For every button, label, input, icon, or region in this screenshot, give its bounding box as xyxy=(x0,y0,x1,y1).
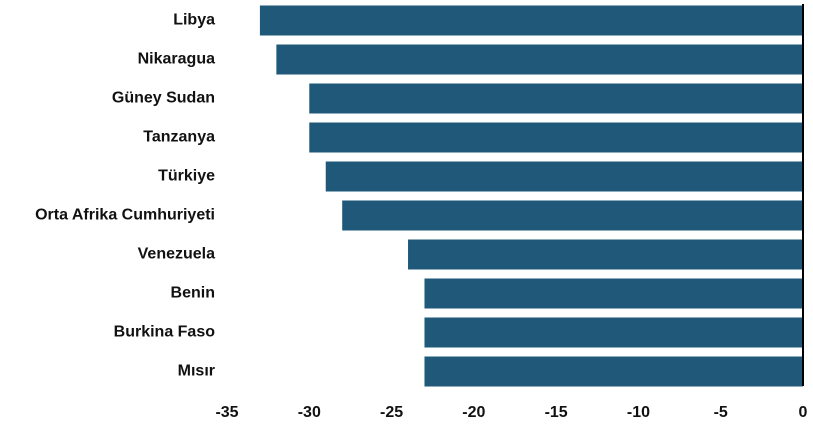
bar xyxy=(276,44,803,75)
x-tick-label: -10 xyxy=(627,404,650,421)
y-tick-label: Mısır xyxy=(178,363,215,380)
y-tick-label: Burkina Faso xyxy=(114,324,216,341)
y-tick-label: Güney Sudan xyxy=(112,90,215,107)
bar xyxy=(424,317,803,348)
y-tick-label: Libya xyxy=(173,12,215,29)
x-tick-label: -5 xyxy=(714,404,728,421)
x-tick-label: -15 xyxy=(545,404,568,421)
x-tick-label: -35 xyxy=(215,404,238,421)
bar xyxy=(309,122,803,153)
y-tick-label: Venezuela xyxy=(138,246,215,263)
y-tick-label: Türkiye xyxy=(158,168,215,185)
bar xyxy=(424,278,803,309)
bar xyxy=(259,5,803,36)
x-tick-label: 0 xyxy=(799,404,808,421)
bar xyxy=(325,161,803,192)
y-tick-label: Nikaragua xyxy=(138,51,215,68)
y-tick-label: Orta Afrika Cumhuriyeti xyxy=(35,207,215,224)
bar xyxy=(424,356,803,387)
x-tick-label: -30 xyxy=(298,404,321,421)
y-tick-label: Benin xyxy=(171,285,215,302)
bar xyxy=(342,200,803,231)
x-tick-label: -20 xyxy=(462,404,485,421)
bar xyxy=(408,239,803,270)
bar xyxy=(309,83,803,114)
y-tick-label: Tanzanya xyxy=(143,129,215,146)
x-tick-label: -25 xyxy=(380,404,403,421)
